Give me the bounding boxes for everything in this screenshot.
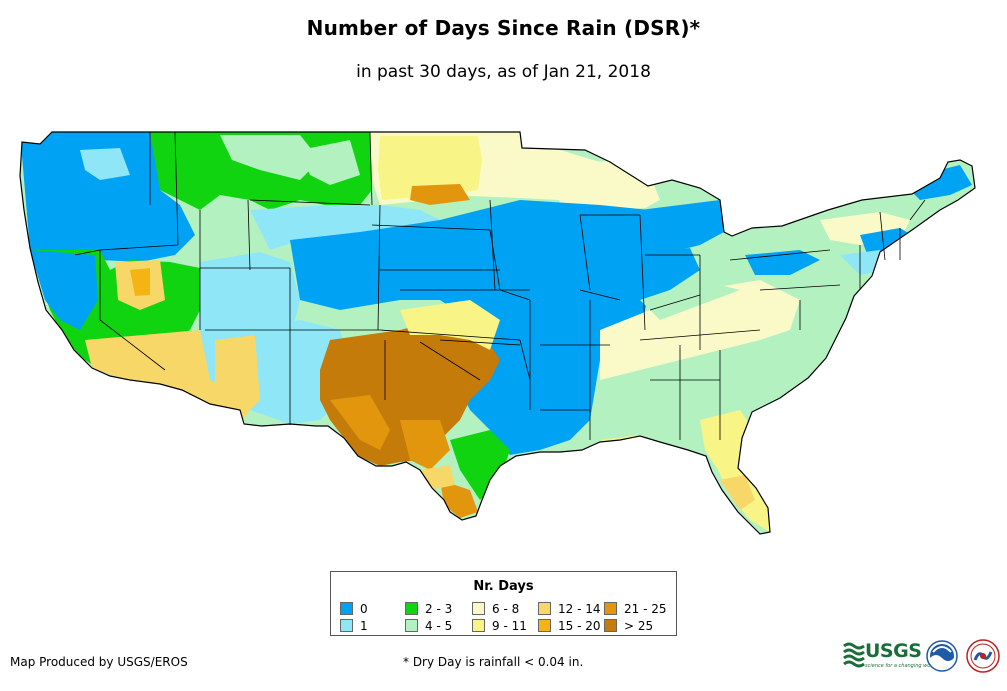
nws-logo-icon <box>966 639 1000 673</box>
legend-item: 4 - 5 <box>405 619 452 633</box>
legend-label: 2 - 3 <box>425 602 453 616</box>
legend-label: 0 <box>360 602 368 616</box>
map-credit: Map Produced by USGS/EROS <box>10 655 188 669</box>
legend-label: 21 - 25 <box>624 602 667 616</box>
legend-title: Nr. Days <box>473 579 534 594</box>
legend-item: 15 - 20 <box>538 619 601 633</box>
legend-item: 1 <box>340 619 368 633</box>
legend-item: 2 - 3 <box>405 602 452 616</box>
agency-logos: USGS science for a changing world <box>843 636 1003 676</box>
usgs-logo: USGS <box>865 640 922 662</box>
legend-label: 12 - 14 <box>558 602 601 616</box>
legend-swatch <box>538 602 551 615</box>
legend-swatch <box>472 602 485 615</box>
legend-swatch <box>472 619 485 632</box>
legend-item: 21 - 25 <box>604 602 667 616</box>
map-title: Number of Days Since Rain (DSR)* <box>306 16 701 40</box>
us-dsr-map <box>19 131 976 535</box>
map-legend: Nr. Days 0 1 2 - 3 4 - 5 6 - 8 9 - 11 12… <box>330 571 677 636</box>
legend-label: 4 - 5 <box>425 619 453 633</box>
legend-swatch <box>538 619 551 632</box>
legend-label: 15 - 20 <box>558 619 601 633</box>
usgs-tagline: science for a changing world <box>865 663 937 669</box>
noaa-logo-icon <box>926 640 958 672</box>
legend-item: 0 <box>340 602 368 616</box>
legend-item: 9 - 11 <box>472 619 527 633</box>
dry-day-footnote: * Dry Day is rainfall < 0.04 in. <box>403 655 584 669</box>
legend-label: 9 - 11 <box>492 619 527 633</box>
legend-label: 1 <box>360 619 368 633</box>
legend-swatch <box>405 602 418 615</box>
legend-item: 12 - 14 <box>538 602 601 616</box>
usgs-wave-icon <box>843 642 865 668</box>
legend-swatch <box>604 619 617 632</box>
legend-label: > 25 <box>624 619 654 633</box>
legend-swatch <box>340 619 353 632</box>
legend-label: 6 - 8 <box>492 602 520 616</box>
legend-swatch <box>340 602 353 615</box>
map-subtitle: in past 30 days, as of Jan 21, 2018 <box>356 62 651 82</box>
legend-swatch <box>405 619 418 632</box>
legend-item: 6 - 8 <box>472 602 519 616</box>
legend-swatch <box>604 602 617 615</box>
legend-item: > 25 <box>604 619 653 633</box>
